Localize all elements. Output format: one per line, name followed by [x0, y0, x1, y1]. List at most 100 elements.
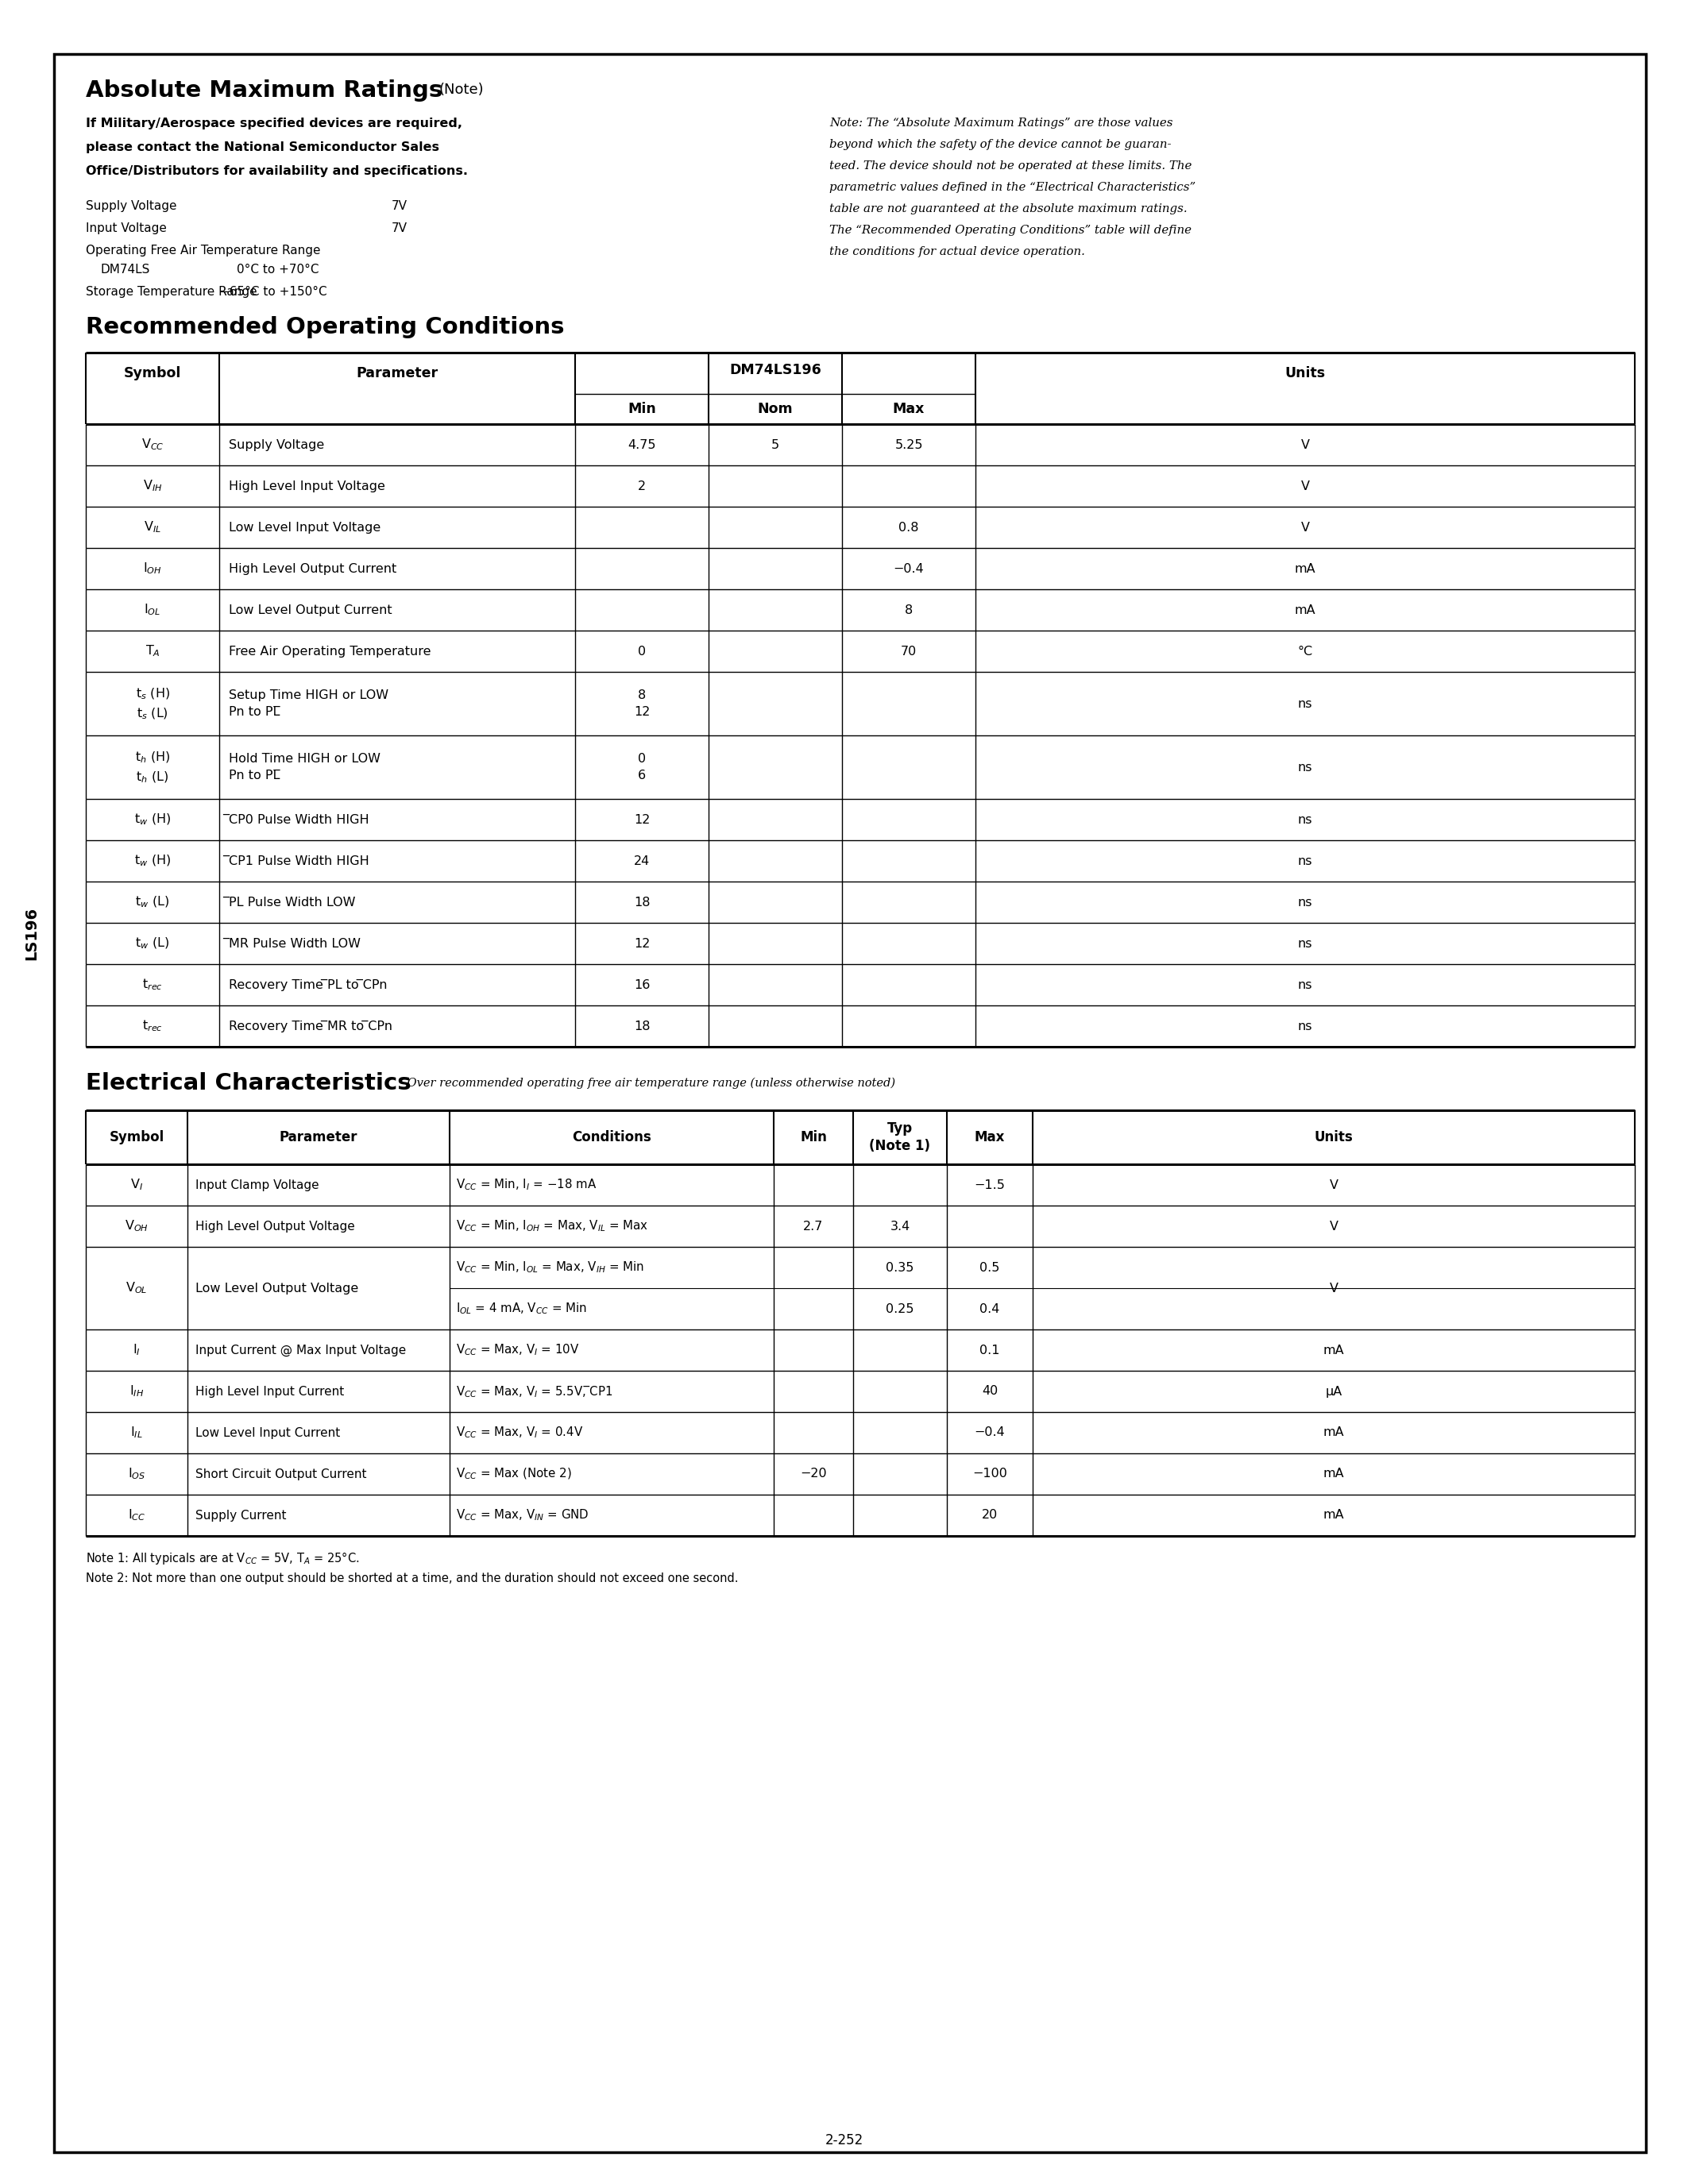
- Text: V$_{CC}$ = Max, V$_I$ = 10V: V$_{CC}$ = Max, V$_I$ = 10V: [456, 1343, 579, 1358]
- Text: 5: 5: [771, 439, 780, 450]
- Text: I$_{OS}$: I$_{OS}$: [128, 1468, 145, 1481]
- Text: 24: 24: [633, 854, 650, 867]
- Text: Input Current @ Max Input Voltage: Input Current @ Max Input Voltage: [196, 1343, 407, 1356]
- Text: Low Level Input Current: Low Level Input Current: [196, 1426, 341, 1439]
- Text: High Level Input Current: High Level Input Current: [196, 1385, 344, 1398]
- Text: V: V: [1301, 480, 1310, 491]
- Text: I$_{IH}$: I$_{IH}$: [130, 1385, 143, 1398]
- Text: V$_{CC}$ = Min, I$_I$ = −18 mA: V$_{CC}$ = Min, I$_I$ = −18 mA: [456, 1177, 598, 1192]
- Text: (Note): (Note): [439, 83, 484, 96]
- Text: Parameter: Parameter: [280, 1129, 358, 1144]
- Text: 7V: 7V: [392, 223, 407, 234]
- Text: Supply Voltage: Supply Voltage: [230, 439, 324, 450]
- Text: Note 1: All typicals are at V$_{CC}$ = 5V, T$_A$ = 25°C.: Note 1: All typicals are at V$_{CC}$ = 5…: [86, 1551, 360, 1566]
- Text: t$_w$ (L): t$_w$ (L): [135, 895, 170, 909]
- Text: DM74LS196: DM74LS196: [729, 363, 822, 378]
- Text: t$_h$ (H)
t$_h$ (L): t$_h$ (H) t$_h$ (L): [135, 749, 170, 784]
- Text: V$_{CC}$ = Min, I$_{OH}$ = Max, V$_{IL}$ = Max: V$_{CC}$ = Min, I$_{OH}$ = Max, V$_{IL}$…: [456, 1219, 648, 1234]
- Text: ns: ns: [1298, 1020, 1313, 1033]
- Text: mA: mA: [1323, 1426, 1344, 1439]
- Text: Note 2: Not more than one output should be shorted at a time, and the duration s: Note 2: Not more than one output should …: [86, 1572, 738, 1583]
- Text: Symbol: Symbol: [123, 367, 181, 380]
- Text: V: V: [1301, 522, 1310, 533]
- Text: High Level Output Voltage: High Level Output Voltage: [196, 1221, 354, 1232]
- Text: −1.5: −1.5: [974, 1179, 1006, 1190]
- Text: V$_{IL}$: V$_{IL}$: [143, 520, 162, 535]
- Text: ns: ns: [1298, 854, 1313, 867]
- Text: 2.7: 2.7: [803, 1221, 824, 1232]
- Text: 18: 18: [633, 1020, 650, 1033]
- Text: V$_{OL}$: V$_{OL}$: [125, 1280, 147, 1295]
- Text: 18: 18: [633, 895, 650, 909]
- Text: Free Air Operating Temperature: Free Air Operating Temperature: [230, 644, 430, 657]
- Text: °C: °C: [1298, 644, 1313, 657]
- Text: Recommended Operating Conditions: Recommended Operating Conditions: [86, 317, 564, 339]
- Text: High Level Input Voltage: High Level Input Voltage: [230, 480, 385, 491]
- Text: V: V: [1330, 1282, 1339, 1295]
- Text: μA: μA: [1325, 1385, 1342, 1398]
- Text: mA: mA: [1295, 563, 1315, 574]
- Text: 7V: 7V: [392, 201, 407, 212]
- Text: Low Level Input Voltage: Low Level Input Voltage: [230, 522, 381, 533]
- Text: −0.4: −0.4: [893, 563, 923, 574]
- Text: Nom: Nom: [758, 402, 793, 417]
- Text: t$_{rec}$: t$_{rec}$: [142, 1018, 162, 1033]
- Text: Supply Current: Supply Current: [196, 1509, 287, 1522]
- Text: Note: The “Absolute Maximum Ratings” are those values: Note: The “Absolute Maximum Ratings” are…: [829, 118, 1173, 129]
- Text: Short Circuit Output Current: Short Circuit Output Current: [196, 1468, 366, 1481]
- Text: V$_{CC}$ = Max, V$_I$ = 5.5V, ̅CP1: V$_{CC}$ = Max, V$_I$ = 5.5V, ̅CP1: [456, 1385, 613, 1400]
- Text: 70: 70: [901, 644, 917, 657]
- Text: 0°C to +70°C: 0°C to +70°C: [236, 264, 319, 275]
- Text: 0.4: 0.4: [979, 1304, 999, 1315]
- Text: Over recommended operating free air temperature range (unless otherwise noted): Over recommended operating free air temp…: [403, 1077, 895, 1090]
- Text: V$_{CC}$ = Max, V$_I$ = 0.4V: V$_{CC}$ = Max, V$_I$ = 0.4V: [456, 1426, 584, 1439]
- Text: please contact the National Semiconductor Sales: please contact the National Semiconducto…: [86, 142, 439, 153]
- Text: V$_{OH}$: V$_{OH}$: [125, 1219, 149, 1234]
- Text: −100: −100: [972, 1468, 1008, 1481]
- Text: ̅CP1 Pulse Width HIGH: ̅CP1 Pulse Width HIGH: [230, 854, 370, 867]
- Text: mA: mA: [1295, 605, 1315, 616]
- Text: I$_{IL}$: I$_{IL}$: [130, 1426, 143, 1439]
- Text: 5.25: 5.25: [895, 439, 923, 450]
- Text: table are not guaranteed at the absolute maximum ratings.: table are not guaranteed at the absolute…: [829, 203, 1187, 214]
- Text: Units: Units: [1285, 367, 1325, 380]
- Text: ns: ns: [1298, 895, 1313, 909]
- Text: mA: mA: [1323, 1509, 1344, 1522]
- Text: the conditions for actual device operation.: the conditions for actual device operati…: [829, 247, 1085, 258]
- Text: 40: 40: [982, 1385, 998, 1398]
- Text: Symbol: Symbol: [110, 1129, 164, 1144]
- Text: V: V: [1301, 439, 1310, 450]
- Text: parametric values defined in the “Electrical Characteristics”: parametric values defined in the “Electr…: [829, 181, 1195, 192]
- Text: V: V: [1330, 1221, 1339, 1232]
- Text: V: V: [1330, 1179, 1339, 1190]
- Text: Low Level Output Voltage: Low Level Output Voltage: [196, 1282, 358, 1295]
- Text: High Level Output Current: High Level Output Current: [230, 563, 397, 574]
- Text: −20: −20: [800, 1468, 827, 1481]
- Text: 0
6: 0 6: [638, 753, 647, 782]
- Text: mA: mA: [1323, 1468, 1344, 1481]
- Text: ̅MR Pulse Width LOW: ̅MR Pulse Width LOW: [230, 937, 361, 950]
- Text: Max: Max: [974, 1129, 1004, 1144]
- Text: 0.35: 0.35: [886, 1262, 915, 1273]
- Text: 12: 12: [633, 937, 650, 950]
- Text: V$_I$: V$_I$: [130, 1177, 143, 1192]
- Text: t$_w$ (H): t$_w$ (H): [133, 854, 170, 869]
- Text: Units: Units: [1315, 1129, 1354, 1144]
- Text: Max: Max: [893, 402, 925, 417]
- Text: t$_w$ (H): t$_w$ (H): [133, 812, 170, 828]
- Text: Input Voltage: Input Voltage: [86, 223, 167, 234]
- Text: teed. The device should not be operated at these limits. The: teed. The device should not be operated …: [829, 159, 1192, 173]
- Text: I$_{OL}$: I$_{OL}$: [143, 603, 160, 618]
- Text: V$_{CC}$ = Max, V$_{IN}$ = GND: V$_{CC}$ = Max, V$_{IN}$ = GND: [456, 1507, 589, 1522]
- Text: Conditions: Conditions: [572, 1129, 652, 1144]
- Text: Low Level Output Current: Low Level Output Current: [230, 605, 392, 616]
- Text: Storage Temperature Range: Storage Temperature Range: [86, 286, 257, 297]
- Text: Office/Distributors for availability and specifications.: Office/Distributors for availability and…: [86, 166, 468, 177]
- Text: V$_{CC}$ = Min, I$_{OL}$ = Max, V$_{IH}$ = Min: V$_{CC}$ = Min, I$_{OL}$ = Max, V$_{IH}$…: [456, 1260, 645, 1275]
- Text: I$_{OL}$ = 4 mA, V$_{CC}$ = Min: I$_{OL}$ = 4 mA, V$_{CC}$ = Min: [456, 1302, 587, 1317]
- Text: Electrical Characteristics: Electrical Characteristics: [86, 1072, 412, 1094]
- Text: 0.8: 0.8: [898, 522, 918, 533]
- Text: I$_{OH}$: I$_{OH}$: [143, 561, 162, 577]
- Text: ns: ns: [1298, 697, 1313, 710]
- Text: 8
12: 8 12: [633, 690, 650, 719]
